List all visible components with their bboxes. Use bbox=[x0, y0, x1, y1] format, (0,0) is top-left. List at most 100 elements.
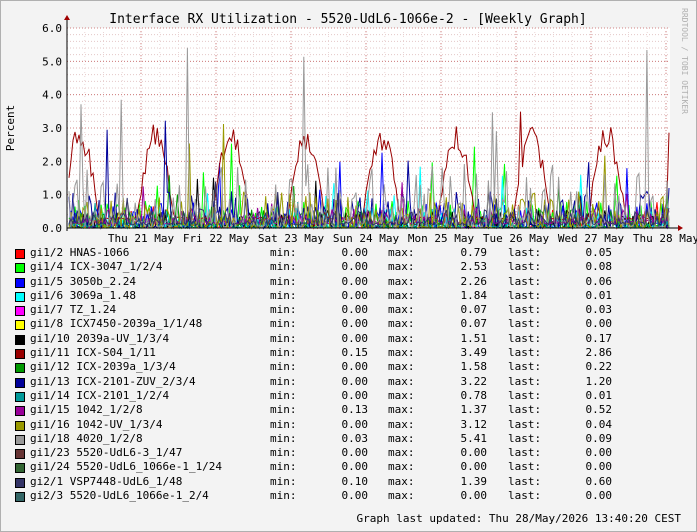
legend-min-label: min: bbox=[270, 303, 297, 317]
legend-swatch bbox=[15, 277, 25, 288]
legend-last-value: 0.08 bbox=[585, 260, 613, 274]
y-axis-label: Percent bbox=[4, 105, 17, 151]
y-tick-labels: 0.0 1.0 2.0 3.0 4.0 5.0 6.0 bbox=[42, 22, 62, 235]
legend-series-name: gi1/6 3069a_1.48 bbox=[30, 288, 136, 302]
legend-max-label: max: bbox=[388, 403, 415, 417]
legend-max-label: max: bbox=[388, 446, 415, 460]
legend-swatch bbox=[15, 449, 25, 460]
legend-row: gi1/7 TZ_1.24 min: 0.00 max: 0.07 last: 0.03 bbox=[15, 303, 685, 317]
y-tick-label: 3.0 bbox=[42, 122, 62, 135]
legend-max-value: 5.41 bbox=[460, 431, 488, 445]
legend-max-label: max: bbox=[388, 417, 415, 431]
legend-max-label: max: bbox=[388, 489, 415, 503]
legend-min-label: min: bbox=[270, 489, 297, 503]
last-updated-text: Graph last updated: Thu 28/May/2026 13:4… bbox=[356, 512, 681, 525]
legend: gi1/2 HNAS-1066 min: 0.00 max: 0.79 last: 0.05… bbox=[15, 246, 685, 503]
legend-swatch bbox=[15, 334, 25, 345]
legend-series-name: gi1/23 5520-UdL6-3_1/47 bbox=[30, 446, 183, 460]
legend-row: gi1/2 HNAS-1066 min: 0.00 max: 0.79 last: 0.05 bbox=[15, 246, 685, 260]
legend-swatch bbox=[15, 363, 25, 374]
legend-min-label: min: bbox=[270, 260, 297, 274]
legend-last-label: last: bbox=[508, 417, 542, 431]
legend-min-label: min: bbox=[270, 346, 297, 360]
legend-row: gi1/15 1042_1/2/8 min: 0.13 max: 1.37 last: 0.… bbox=[15, 403, 685, 417]
legend-series-name: gi1/7 TZ_1.24 bbox=[30, 303, 117, 317]
legend-max-value: 1.58 bbox=[460, 360, 488, 374]
legend-max-label: max: bbox=[388, 346, 415, 360]
legend-max-value: 0.79 bbox=[460, 246, 488, 259]
legend-last-label: last: bbox=[508, 460, 542, 474]
series-line bbox=[68, 181, 670, 227]
legend-last-label: last: bbox=[508, 303, 542, 317]
legend-min-label: min: bbox=[270, 388, 297, 402]
legend-last-label: last: bbox=[508, 360, 542, 374]
legend-max-label: max: bbox=[388, 374, 415, 388]
legend-last-value: 0.09 bbox=[585, 431, 613, 445]
legend-last-label: last: bbox=[508, 346, 542, 360]
legend-last-value: 0.00 bbox=[585, 446, 613, 460]
legend-series-name: gi1/16 1042-UV_1/3/4 bbox=[30, 417, 163, 431]
legend-min-value: 0.00 bbox=[341, 460, 369, 474]
x-tick-label: Sun 24 May bbox=[333, 232, 400, 245]
x-tick-label: Sat 23 May bbox=[258, 232, 325, 245]
y-tick-label: 4.0 bbox=[42, 89, 62, 102]
legend-last-value: 0.22 bbox=[585, 360, 613, 374]
legend-series-name: gi1/13 ICX-2101-ZUV_2/3/4 bbox=[30, 374, 196, 388]
rrdtool-watermark: RRDTOOL / TOBI OETIKER bbox=[680, 8, 689, 114]
axes bbox=[64, 15, 683, 231]
legend-last-value: 0.04 bbox=[585, 417, 613, 431]
legend-min-label: min: bbox=[270, 460, 297, 474]
legend-row: gi2/3 5520-UdL6_1066e-1_2/4 min: 0.00 max: 0… bbox=[15, 489, 685, 503]
legend-last-value: 0.01 bbox=[585, 288, 613, 302]
legend-last-label: last: bbox=[508, 489, 542, 503]
legend-row: gi1/12 ICX-2039a_1/3/4 min: 0.00 max: 1.58 la… bbox=[15, 360, 685, 374]
legend-min-value: 0.00 bbox=[341, 446, 369, 460]
legend-swatch bbox=[15, 306, 25, 317]
legend-max-value: 2.53 bbox=[460, 260, 488, 274]
legend-max-value: 0.00 bbox=[460, 489, 488, 503]
x-tick-label: Wed 27 May bbox=[558, 232, 625, 245]
y-tick-label: 5.0 bbox=[42, 55, 62, 68]
legend-min-label: min: bbox=[270, 474, 297, 488]
legend-max-value: 1.37 bbox=[460, 403, 488, 417]
legend-last-label: last: bbox=[508, 446, 542, 460]
legend-max-label: max: bbox=[388, 388, 415, 402]
legend-row: gi1/8 ICX7450-2039a_1/1/48 min: 0.00 max: 0.… bbox=[15, 317, 685, 331]
legend-swatch bbox=[15, 349, 25, 360]
legend-max-value: 1.39 bbox=[460, 474, 488, 488]
y-tick-label: 1.0 bbox=[42, 189, 62, 202]
legend-min-value: 0.13 bbox=[341, 403, 369, 417]
legend-last-label: last: bbox=[508, 288, 542, 302]
legend-min-value: 0.10 bbox=[341, 474, 369, 488]
legend-max-label: max: bbox=[388, 288, 415, 302]
x-tick-label: Fri 22 May bbox=[183, 232, 250, 245]
legend-row: gi1/11 ICX-S04_1/11 min: 0.15 max: 3.49 last:… bbox=[15, 346, 685, 360]
legend-min-value: 0.00 bbox=[341, 388, 369, 402]
legend-max-label: max: bbox=[388, 317, 415, 331]
legend-series-name: gi1/12 ICX-2039a_1/3/4 bbox=[30, 360, 176, 374]
y-tick-label: 6.0 bbox=[42, 22, 62, 35]
legend-row: gi1/13 ICX-2101-ZUV_2/3/4 min: 0.00 max: 3.2… bbox=[15, 375, 685, 389]
legend-swatch bbox=[15, 263, 25, 274]
legend-min-label: min: bbox=[270, 246, 297, 259]
legend-row: gi1/24 5520-UdL6_1066e-1_1/24 min: 0.00 max… bbox=[15, 460, 685, 474]
legend-last-label: last: bbox=[508, 388, 542, 402]
legend-last-value: 0.17 bbox=[585, 331, 613, 345]
legend-last-value: 0.00 bbox=[585, 489, 613, 503]
legend-max-label: max: bbox=[388, 474, 415, 488]
legend-last-label: last: bbox=[508, 274, 542, 288]
legend-row: gi1/10 2039a-UV_1/3/4 min: 0.00 max: 1.51 las… bbox=[15, 332, 685, 346]
x-tick-labels: Thu 21 May Fri 22 May Sat 23 May Sun 24 May… bbox=[108, 232, 697, 245]
legend-last-label: last: bbox=[508, 260, 542, 274]
legend-swatch bbox=[15, 249, 25, 259]
legend-min-label: min: bbox=[270, 417, 297, 431]
series-line bbox=[68, 47, 670, 229]
legend-row: gi1/14 ICX-2101_1/2/4 min: 0.00 max: 0.78 las… bbox=[15, 389, 685, 403]
legend-last-value: 1.20 bbox=[585, 374, 613, 388]
legend-last-value: 0.00 bbox=[585, 460, 613, 474]
legend-series-name: gi1/24 5520-UdL6_1066e-1_1/24 bbox=[30, 460, 223, 474]
legend-swatch bbox=[15, 420, 25, 431]
legend-last-label: last: bbox=[508, 317, 542, 331]
legend-row: gi1/4 ICX-3047_1/2/4 min: 0.00 max: 2.53 last… bbox=[15, 260, 685, 274]
